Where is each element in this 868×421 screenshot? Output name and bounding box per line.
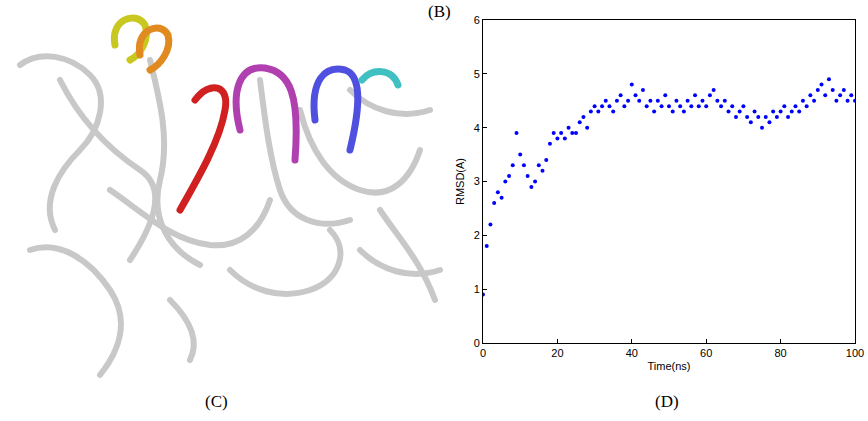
- html-text:(C): (C): [205, 392, 228, 411]
- html-text:(D): (D): [655, 392, 679, 411]
- svg-text:40: 40: [626, 347, 638, 359]
- svg-text:0: 0: [480, 347, 486, 359]
- svg-text:6: 6: [474, 14, 480, 26]
- svg-text:Time(ns): Time(ns): [648, 360, 691, 372]
- svg-text:2: 2: [474, 229, 480, 241]
- svg-text:RMSD(A): RMSD(A): [454, 158, 466, 205]
- svg-text:3: 3: [474, 175, 480, 187]
- svg-text:20: 20: [551, 347, 563, 359]
- svg-text:100: 100: [846, 347, 864, 359]
- svg-text:1: 1: [474, 283, 480, 295]
- svg-text:4: 4: [474, 122, 480, 134]
- svg-text:5: 5: [474, 68, 480, 80]
- svg-text:0: 0: [474, 337, 480, 349]
- svg-text:80: 80: [774, 347, 786, 359]
- html-text:(B): (B): [428, 2, 451, 21]
- svg-text:60: 60: [700, 347, 712, 359]
